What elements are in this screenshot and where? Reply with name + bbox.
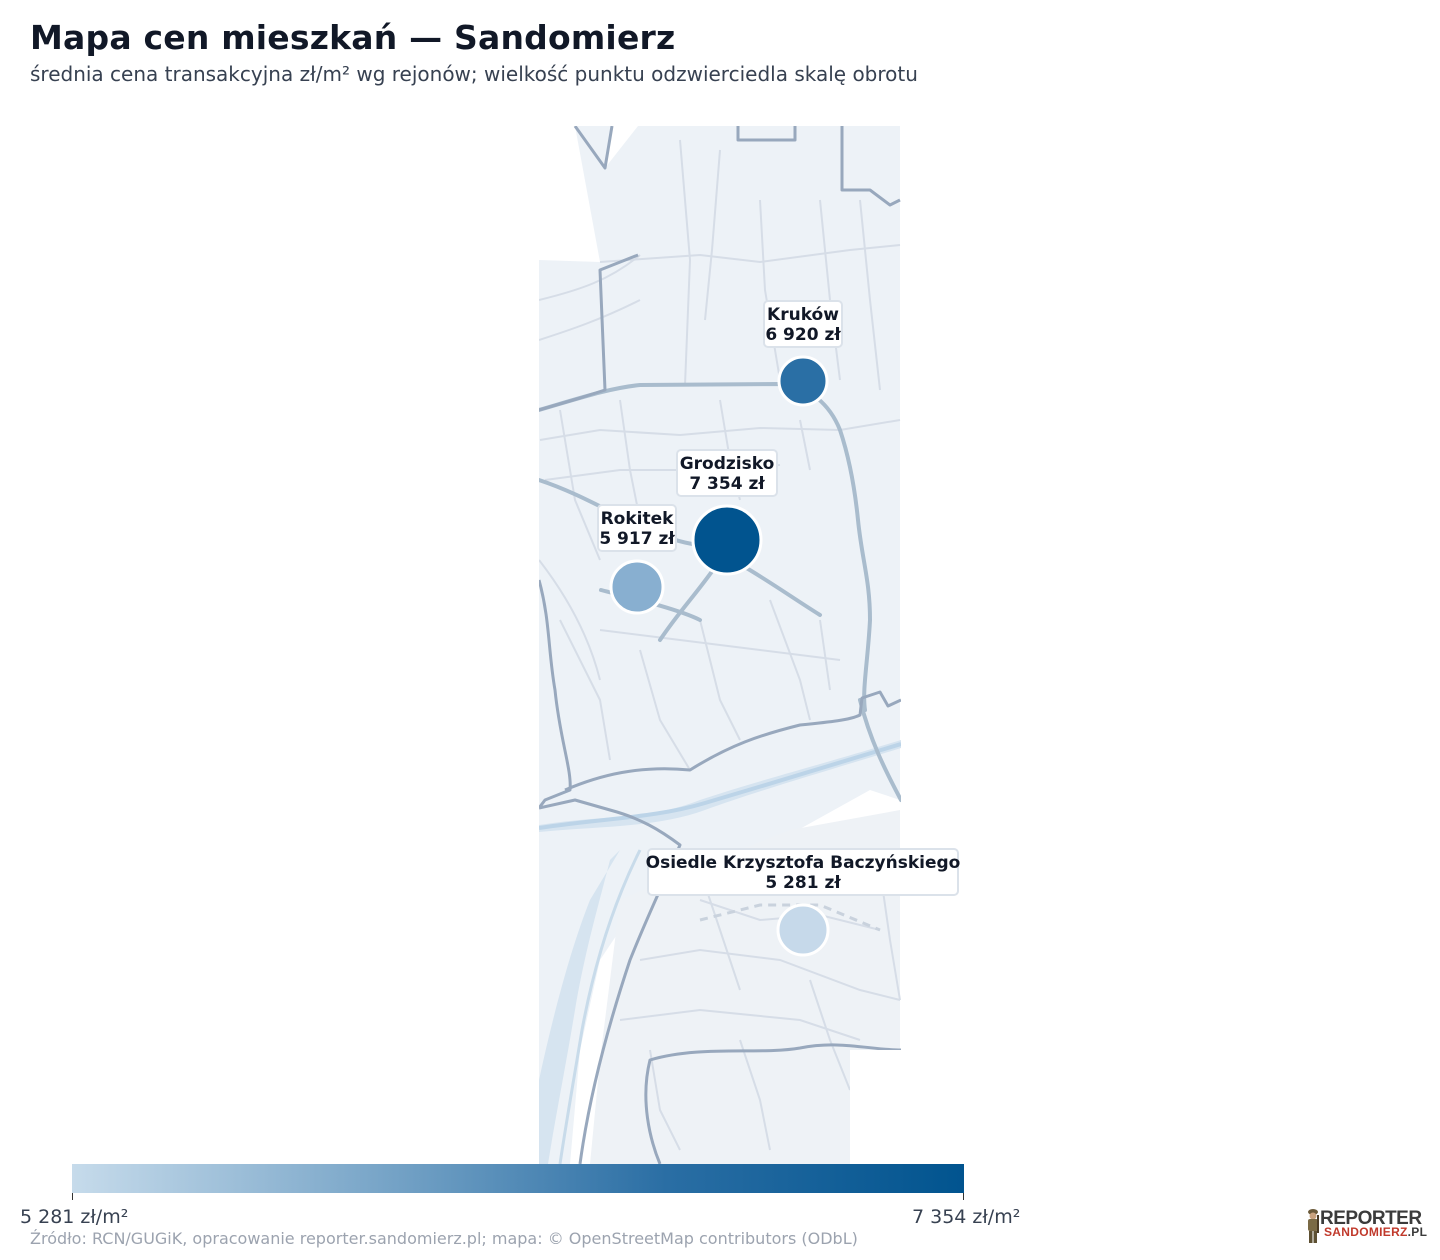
map-basemap [539, 126, 901, 1164]
district-name: Grodzisko [680, 454, 775, 474]
logo-text-top: REPORTER [1320, 1208, 1422, 1229]
district-label-box [763, 300, 843, 348]
district-price: 7 354 zł [689, 474, 765, 494]
district-label-box [597, 504, 677, 552]
district-marker[interactable] [691, 504, 763, 576]
colorbar-tick-max [963, 1193, 964, 1200]
colorbar-max-label: 7 354 zł/m² [912, 1206, 1021, 1228]
district-name: Kruków [767, 305, 839, 325]
district-name: Rokitek [601, 509, 675, 529]
map-title: Mapa cen mieszkań — Sandomierz [30, 18, 676, 57]
district-price: 6 920 zł [765, 325, 841, 345]
price-colorbar [72, 1164, 964, 1193]
district-name: Osiedle Krzysztofa Baczyńskiego [646, 853, 961, 873]
reporter-sandomierz-logo[interactable]: REPORTER SANDOMIERZ.PL [1302, 1206, 1427, 1246]
district-label-box [676, 449, 778, 497]
district-marker[interactable] [777, 355, 829, 407]
logo-text-bottom: SANDOMIERZ.PL [1324, 1225, 1428, 1239]
district-price: 5 917 zł [599, 529, 675, 549]
colorbar-tick-min [72, 1193, 73, 1200]
district-label-box [647, 848, 959, 896]
district-price: 5 281 zł [765, 873, 841, 893]
district-marker[interactable] [609, 559, 665, 615]
soldier-icon [1308, 1209, 1319, 1243]
source-note: Źródło: RCN/GUGiK, opracowanie reporter.… [30, 1229, 858, 1248]
district-marker[interactable] [776, 903, 830, 957]
map-subtitle: średnia cena transakcyjna zł/m² wg rejon… [30, 62, 918, 86]
colorbar-min-label: 5 281 zł/m² [20, 1206, 129, 1228]
